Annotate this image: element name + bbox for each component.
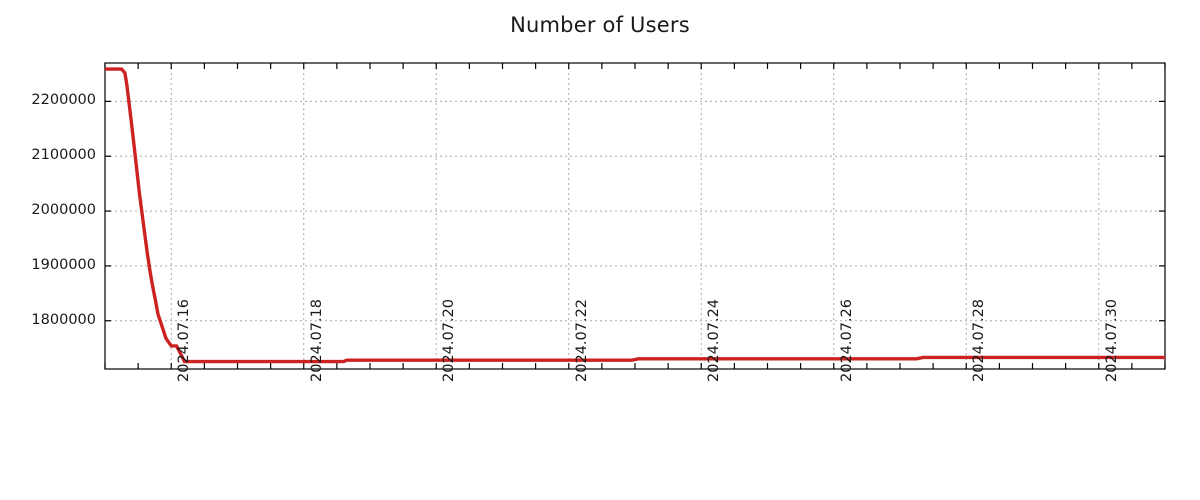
series-line-number-of-users	[105, 67, 1165, 364]
x-tick-label: 2024.07.24	[706, 298, 723, 382]
x-tick-label: 2024.07.16	[176, 298, 193, 382]
x-tick-label: 2024.07.22	[573, 298, 590, 382]
x-tick-label: 2024.07.18	[308, 298, 325, 382]
x-tick-label: 2024.07.30	[1103, 298, 1120, 382]
x-gridlines	[170, 63, 1100, 369]
x-tick-label: 2024.07.28	[971, 298, 988, 382]
y-tick-label: 1900000	[31, 256, 96, 273]
x-tick-label: 2024.07.26	[838, 298, 855, 382]
plot-frame	[104, 62, 1166, 370]
y-gridlines	[105, 100, 1165, 322]
y-tick-label: 2200000	[31, 92, 96, 109]
y-tick-label: 2000000	[31, 202, 96, 219]
chart-title: Number of Users	[510, 13, 690, 37]
y-tick-label: 1800000	[31, 311, 96, 328]
y-axis-tick-labels: 2200000 2100000 2000000 1900000 1800000	[0, 0, 96, 500]
x-tick-label: 2024.07.20	[441, 298, 458, 382]
y-tick-label: 2100000	[31, 147, 96, 164]
